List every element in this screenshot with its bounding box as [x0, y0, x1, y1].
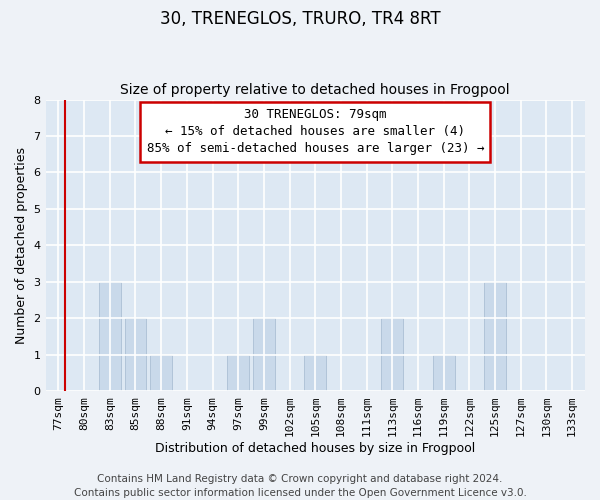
- Bar: [433, 354, 455, 391]
- Bar: [99, 282, 121, 391]
- Bar: [125, 318, 146, 391]
- Text: 30 TRENEGLOS: 79sqm
← 15% of detached houses are smaller (4)
85% of semi-detache: 30 TRENEGLOS: 79sqm ← 15% of detached ho…: [146, 108, 484, 156]
- Bar: [304, 354, 326, 391]
- Text: 30, TRENEGLOS, TRURO, TR4 8RT: 30, TRENEGLOS, TRURO, TR4 8RT: [160, 10, 440, 28]
- Bar: [484, 282, 506, 391]
- Bar: [150, 354, 172, 391]
- Title: Size of property relative to detached houses in Frogpool: Size of property relative to detached ho…: [121, 83, 510, 97]
- Bar: [227, 354, 249, 391]
- X-axis label: Distribution of detached houses by size in Frogpool: Distribution of detached houses by size …: [155, 442, 475, 455]
- Bar: [382, 318, 403, 391]
- Text: Contains HM Land Registry data © Crown copyright and database right 2024.
Contai: Contains HM Land Registry data © Crown c…: [74, 474, 526, 498]
- Bar: [253, 318, 275, 391]
- Y-axis label: Number of detached properties: Number of detached properties: [15, 147, 28, 344]
